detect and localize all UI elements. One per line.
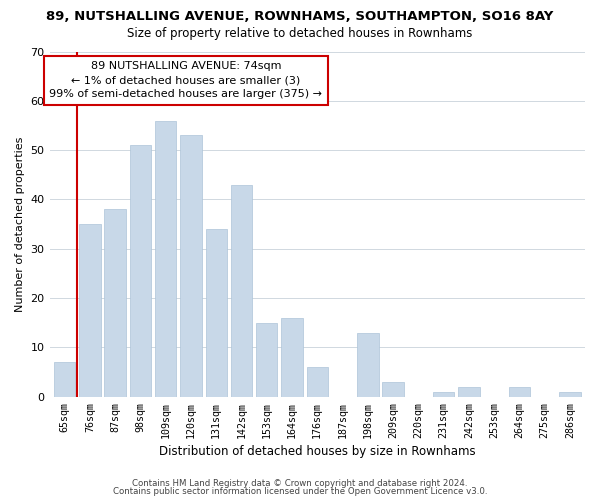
Bar xyxy=(559,392,581,396)
Bar xyxy=(281,318,303,396)
Bar xyxy=(104,210,126,396)
Bar xyxy=(307,367,328,396)
Bar xyxy=(231,184,252,396)
Bar xyxy=(509,387,530,396)
Text: 89 NUTSHALLING AVENUE: 74sqm
← 1% of detached houses are smaller (3)
99% of semi: 89 NUTSHALLING AVENUE: 74sqm ← 1% of det… xyxy=(49,62,322,100)
X-axis label: Distribution of detached houses by size in Rownhams: Distribution of detached houses by size … xyxy=(159,444,476,458)
Y-axis label: Number of detached properties: Number of detached properties xyxy=(15,136,25,312)
Text: Contains public sector information licensed under the Open Government Licence v3: Contains public sector information licen… xyxy=(113,487,487,496)
Bar xyxy=(382,382,404,396)
Text: Contains HM Land Registry data © Crown copyright and database right 2024.: Contains HM Land Registry data © Crown c… xyxy=(132,478,468,488)
Bar xyxy=(155,120,176,396)
Bar xyxy=(180,136,202,396)
Bar xyxy=(206,229,227,396)
Bar xyxy=(458,387,479,396)
Text: 89, NUTSHALLING AVENUE, ROWNHAMS, SOUTHAMPTON, SO16 8AY: 89, NUTSHALLING AVENUE, ROWNHAMS, SOUTHA… xyxy=(46,10,554,23)
Bar xyxy=(433,392,454,396)
Text: Size of property relative to detached houses in Rownhams: Size of property relative to detached ho… xyxy=(127,28,473,40)
Bar xyxy=(54,362,76,396)
Bar xyxy=(130,145,151,397)
Bar xyxy=(256,322,277,396)
Bar xyxy=(79,224,101,396)
Bar xyxy=(357,332,379,396)
